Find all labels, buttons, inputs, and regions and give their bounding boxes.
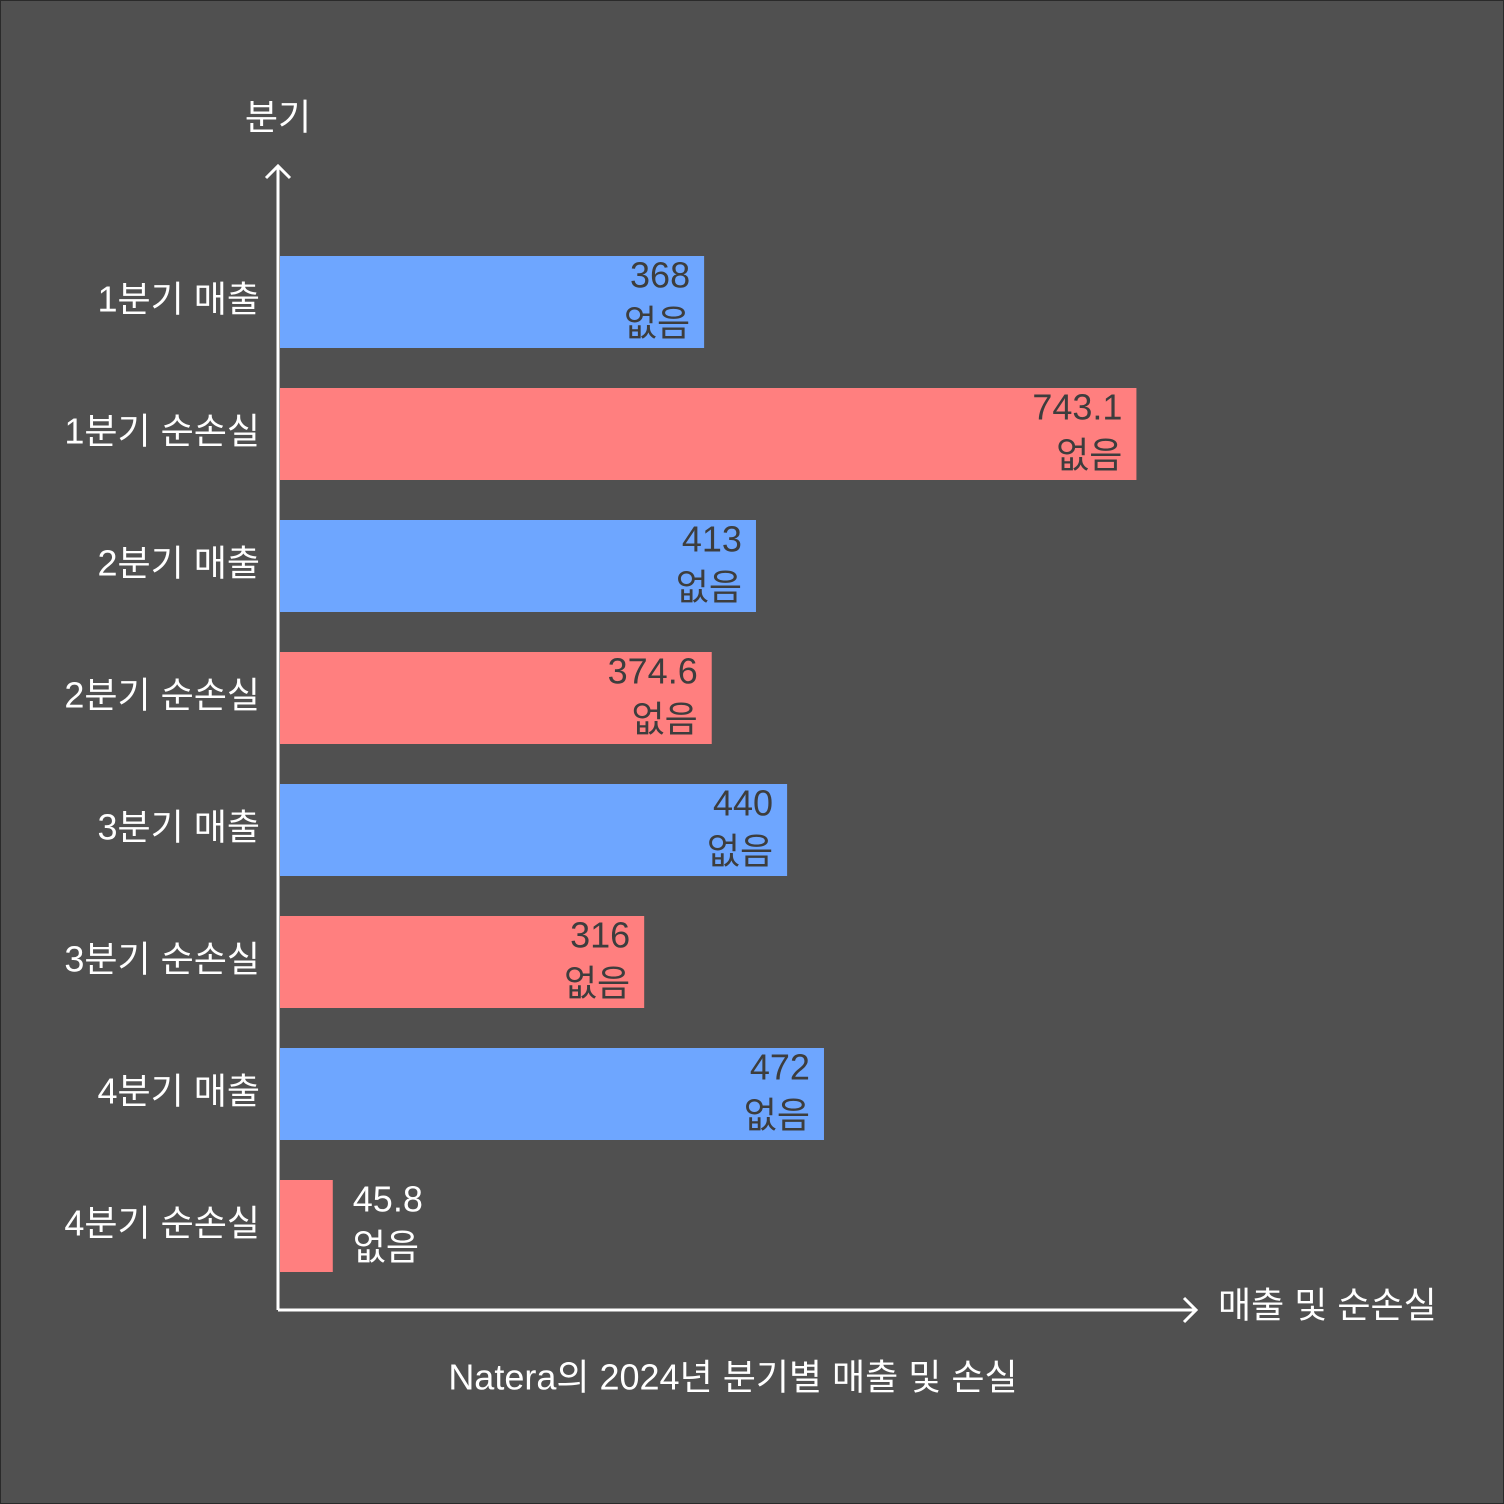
y-tick-label: 4분기 순손실 [64,1203,260,1244]
value-note: 없음 [353,1227,419,1268]
value-label: 743.1 [1032,387,1122,428]
bar [280,1048,824,1140]
value-note: 없음 [1056,435,1122,476]
value-note: 없음 [676,567,742,608]
value-label: 472 [750,1047,810,1088]
value-label: 374.6 [608,651,698,692]
y-tick-label: 4분기 매출 [97,1071,260,1112]
value-note: 없음 [564,963,630,1004]
y-tick-label: 1분기 매출 [97,279,260,320]
value-note: 없음 [744,1095,810,1136]
value-note: 없음 [631,699,697,740]
x-axis-arrow [1182,1296,1199,1324]
bar [280,388,1137,480]
bar [280,916,645,1008]
bar [280,1180,333,1272]
y-tick-label: 2분기 매출 [97,543,260,584]
chart-title: Natera의 2024년 분기별 매출 및 손실 [448,1357,1017,1398]
y-tick-label: 2분기 순손실 [64,675,260,716]
value-note: 없음 [624,303,690,344]
value-label: 413 [682,519,742,560]
y-tick-label: 3분기 순손실 [64,939,260,980]
value-label: 316 [570,915,630,956]
bar [280,784,788,876]
y-tick-label: 1분기 순손실 [64,411,260,452]
value-label: 45.8 [353,1179,423,1220]
bar [280,256,705,348]
x-axis-title: 매출 및 순손실 [1218,1285,1437,1326]
value-label: 440 [713,783,773,824]
bar [280,652,712,744]
y-axis-title: 분기 [245,97,311,138]
y-axis-arrow [264,163,292,180]
value-note: 없음 [707,831,773,872]
y-tick-label: 3분기 매출 [97,807,260,848]
bar [280,520,756,612]
value-label: 368 [630,255,690,296]
